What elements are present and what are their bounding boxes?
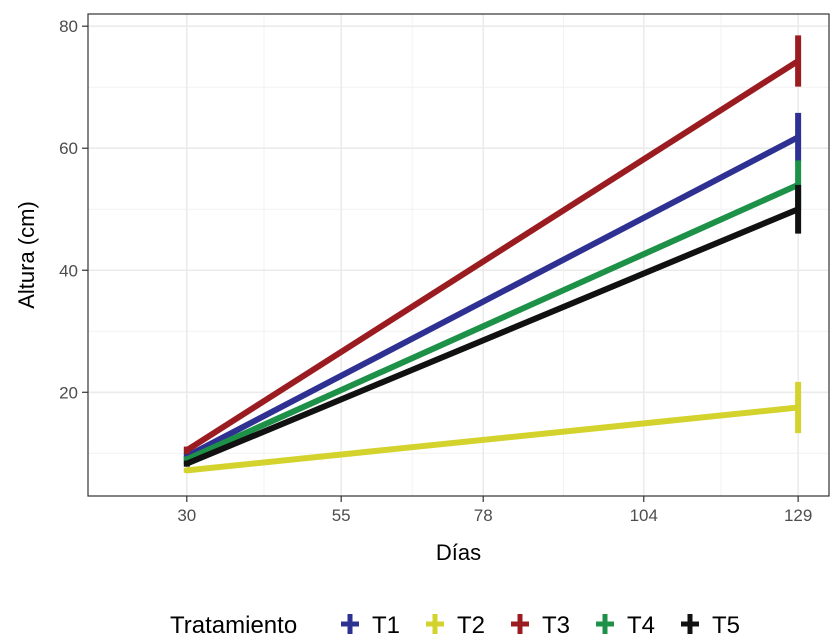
series-line-T5 bbox=[185, 206, 800, 467]
y-tick-label: 80 bbox=[59, 17, 78, 36]
legend-title: Tratamiento bbox=[170, 612, 297, 639]
legend: Tratamiento T1 T2 T3 T4 T5 bbox=[170, 612, 740, 639]
data-point-T2 bbox=[183, 467, 190, 474]
y-tick-label: 60 bbox=[59, 139, 78, 158]
data-point-T5 bbox=[183, 460, 190, 467]
legend-label-T5: T5 bbox=[712, 612, 740, 639]
data-point-T3 bbox=[795, 57, 802, 64]
legend-label-T4: T4 bbox=[627, 612, 655, 639]
series-line-T4 bbox=[185, 182, 800, 463]
series-line-T1 bbox=[185, 134, 800, 460]
legend-label-T3: T3 bbox=[542, 612, 570, 639]
series-T3 bbox=[183, 35, 802, 454]
series-T1 bbox=[183, 112, 802, 461]
data-point-T5 bbox=[795, 206, 802, 213]
panel-border bbox=[87, 13, 830, 497]
data-point-T1 bbox=[795, 134, 802, 141]
series-T5 bbox=[183, 184, 802, 467]
axes: 30 55 78 104 129 20 40 60 80 bbox=[59, 17, 812, 525]
x-tick-label: 30 bbox=[177, 506, 196, 525]
x-tick-label: 129 bbox=[784, 506, 812, 525]
y-tick-label: 40 bbox=[59, 261, 78, 280]
y-tick-label: 20 bbox=[59, 383, 78, 402]
legend-label-T1: T1 bbox=[372, 612, 400, 639]
data-point-T3 bbox=[183, 447, 190, 454]
x-axis-title: Días bbox=[436, 540, 481, 565]
grid bbox=[88, 14, 829, 496]
x-tick-label: 55 bbox=[332, 506, 351, 525]
series-layer bbox=[183, 35, 802, 474]
x-tick-label: 104 bbox=[630, 506, 658, 525]
legend-label-T2: T2 bbox=[457, 612, 485, 639]
data-point-T2 bbox=[795, 404, 802, 411]
x-tick-label: 78 bbox=[474, 506, 493, 525]
series-line-T3 bbox=[185, 58, 800, 453]
y-axis-title: Altura (cm) bbox=[14, 201, 39, 309]
series-T2 bbox=[183, 381, 802, 474]
series-line-T2 bbox=[186, 404, 799, 474]
